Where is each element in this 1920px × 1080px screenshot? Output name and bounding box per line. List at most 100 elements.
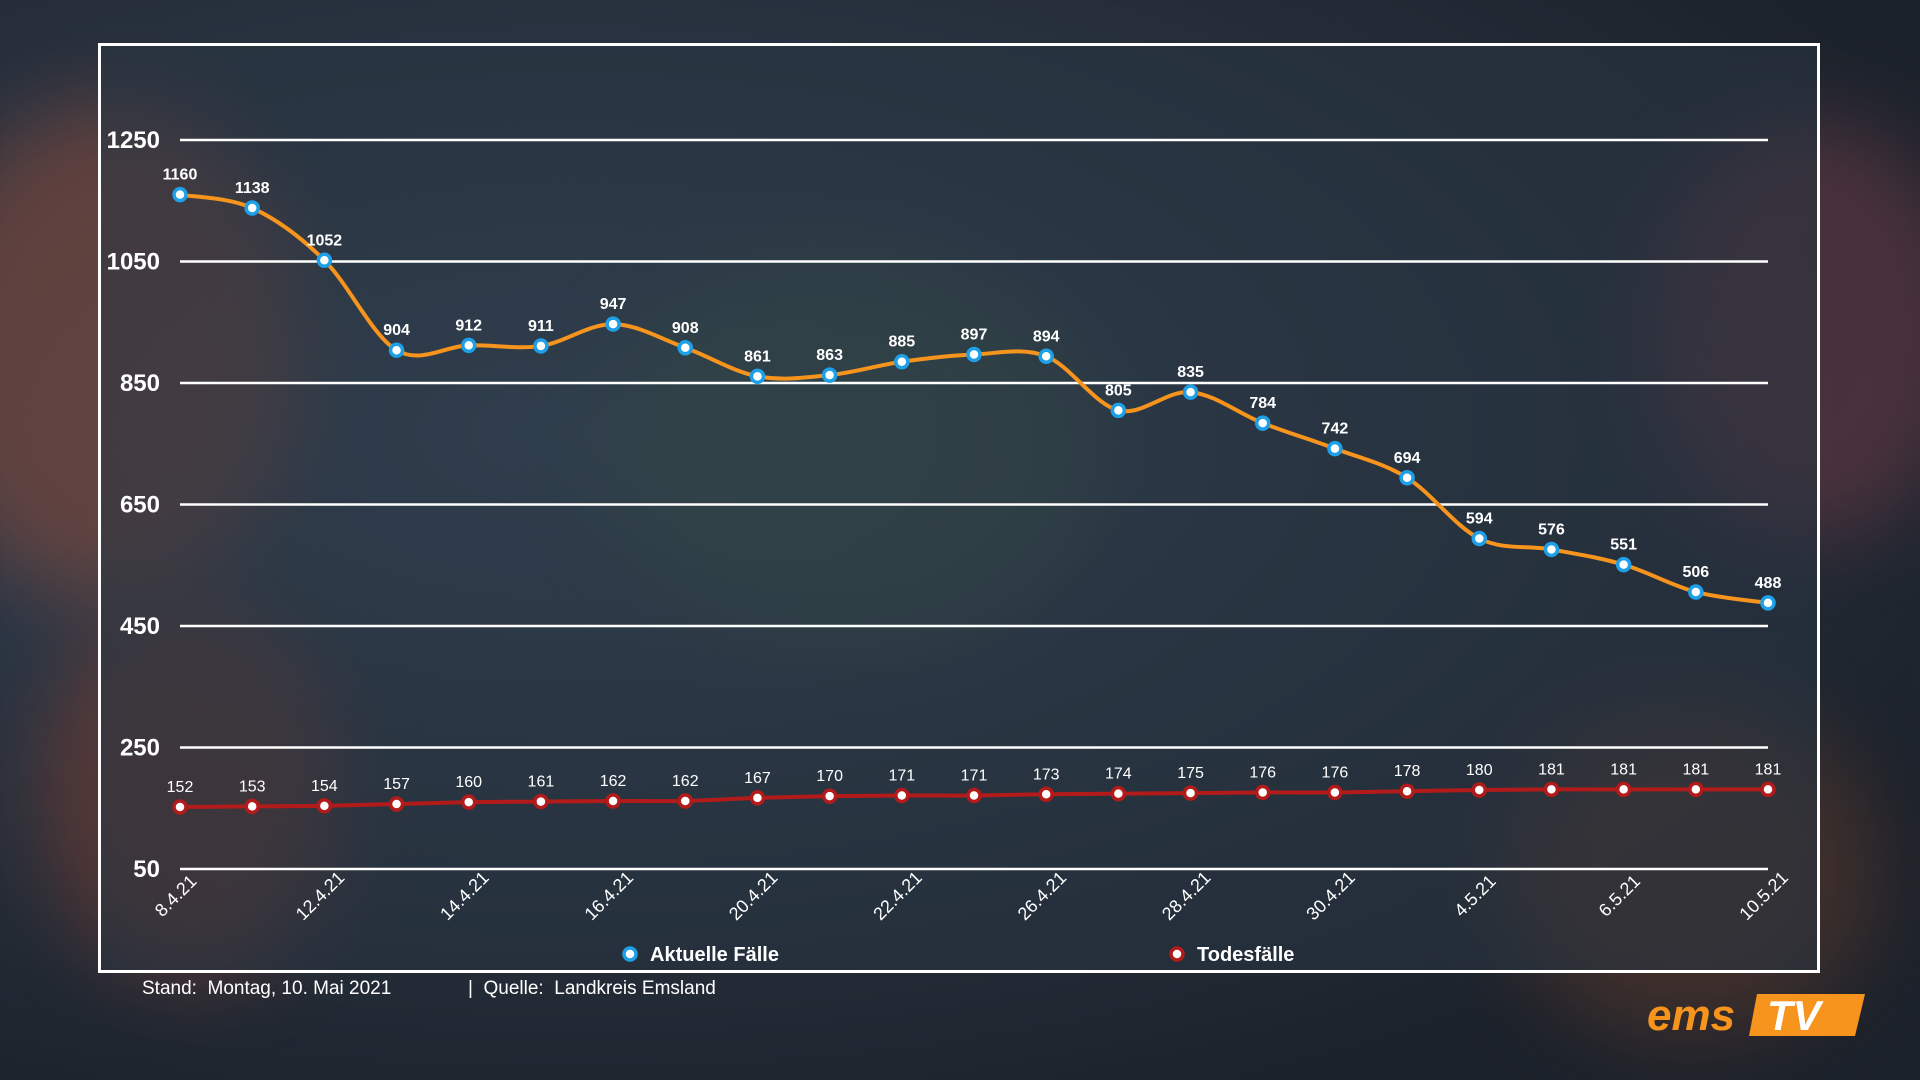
- y-tick-label: 850: [120, 370, 160, 397]
- cases-data-point: [460, 337, 477, 354]
- deaths-data-point: [1038, 786, 1054, 803]
- cases-data-label: 551: [1610, 537, 1637, 554]
- chart-frame: [98, 43, 1820, 973]
- deaths-data-label: 175: [1177, 765, 1204, 782]
- cases-data-label: 911: [528, 318, 554, 335]
- deaths-data-point: [1327, 784, 1343, 801]
- deaths-data-label: 181: [1755, 761, 1782, 778]
- cases-data-point: [1327, 440, 1343, 457]
- cases-data-label: 506: [1682, 564, 1709, 581]
- deaths-data-label: 162: [672, 773, 699, 790]
- cases-data-label: 908: [672, 320, 699, 337]
- ems-tv-logo: ems TV: [1647, 991, 1865, 1040]
- deaths-data-label: 181: [1610, 761, 1637, 778]
- cases-data-label: 1138: [235, 180, 270, 197]
- source-value: Landkreis Emsland: [554, 978, 716, 999]
- x-tick-label: 20.4.21: [725, 867, 782, 924]
- deaths-data-label: 171: [961, 767, 988, 784]
- cases-data-point: [749, 368, 766, 385]
- legend-marker-cases: [622, 946, 638, 962]
- legend-label-cases: Aktuelle Fälle: [650, 944, 779, 966]
- footer-stand: Stand: Montag, 10. Mai 2021: [142, 978, 391, 1000]
- cases-data-point: [1110, 402, 1127, 419]
- deaths-data-point: [244, 798, 260, 815]
- x-tick-label: 6.5.21: [1595, 871, 1645, 921]
- deaths-data-point: [460, 794, 477, 810]
- x-tick-label: 16.4.21: [581, 867, 638, 924]
- cases-data-point: [966, 346, 982, 363]
- deaths-data-label: 178: [1394, 763, 1421, 780]
- deaths-data-point: [172, 799, 188, 815]
- legend-label-deaths: Todesfälle: [1197, 944, 1294, 966]
- cases-data-label: 904: [383, 322, 410, 339]
- cases-data-point: [821, 367, 838, 383]
- deaths-data-label: 161: [528, 774, 555, 791]
- cases-data-label: 742: [1322, 421, 1349, 438]
- cases-data-point: [1038, 348, 1054, 365]
- y-tick-label: 50: [133, 856, 160, 883]
- cases-series-line: [179, 192, 1769, 605]
- x-tick-label: 22.4.21: [869, 867, 926, 924]
- source-label: Quelle:: [483, 978, 544, 999]
- deaths-data-point: [1399, 783, 1415, 799]
- logo-ems-text: ems: [1647, 991, 1735, 1040]
- cases-data-label: 784: [1249, 395, 1276, 412]
- deaths-data-point: [1471, 782, 1488, 798]
- cases-data-point: [1760, 595, 1776, 611]
- x-tick-label: 14.4.21: [436, 867, 493, 924]
- cases-data-point: [1399, 470, 1415, 486]
- cases-data-point: [1543, 541, 1560, 558]
- deaths-data-label: 170: [816, 768, 843, 785]
- deaths-data-point: [1543, 781, 1560, 798]
- y-tick-label: 450: [120, 613, 160, 640]
- deaths-data-point: [1110, 785, 1127, 802]
- cases-data-point: [1182, 384, 1199, 400]
- deaths-data-label: 176: [1249, 764, 1276, 781]
- deaths-data-point: [388, 796, 405, 812]
- deaths-data-label: 181: [1682, 761, 1709, 778]
- cases-data-point: [388, 342, 405, 358]
- cases-data-point: [244, 200, 260, 216]
- cases-data-label: 947: [600, 296, 627, 313]
- stand-date: Montag, 10. Mai 2021: [207, 978, 392, 999]
- deaths-data-label: 176: [1322, 764, 1349, 781]
- cases-data-label: 861: [744, 348, 771, 365]
- deaths-data-point: [966, 787, 982, 804]
- cases-data-point: [1688, 584, 1704, 600]
- deaths-data-point: [894, 787, 910, 804]
- cases-data-point: [605, 316, 621, 332]
- legend-marker-deaths: [1169, 946, 1185, 962]
- deaths-data-label: 160: [455, 774, 482, 791]
- x-tick-label: 28.4.21: [1158, 867, 1215, 924]
- deaths-data-label: 152: [167, 779, 194, 796]
- deaths-data-point: [533, 793, 549, 810]
- deaths-data-point: [677, 793, 694, 809]
- x-tick-label: 10.5.21: [1735, 867, 1792, 924]
- cases-data-label: 694: [1394, 450, 1421, 467]
- deaths-data-point: [1760, 781, 1776, 798]
- cases-data-point: [316, 252, 333, 269]
- separator: |: [468, 978, 473, 999]
- x-tick-label: 26.4.21: [1014, 867, 1071, 924]
- cases-data-point: [677, 340, 694, 356]
- footer-source: | Quelle: Landkreis Emsland: [468, 978, 716, 1000]
- cases-data-label: 897: [961, 326, 988, 343]
- deaths-data-label: 167: [744, 770, 771, 787]
- cases-data-point: [172, 186, 188, 203]
- cases-data-label: 594: [1466, 511, 1493, 528]
- deaths-data-point: [1688, 781, 1704, 798]
- deaths-data-label: 173: [1033, 766, 1060, 783]
- deaths-data-label: 171: [888, 767, 915, 784]
- cases-data-point: [533, 338, 549, 354]
- deaths-data-label: 180: [1466, 762, 1493, 779]
- y-tick-label: 650: [120, 492, 160, 519]
- stand-label: Stand:: [142, 978, 197, 999]
- deaths-data-point: [605, 793, 621, 809]
- cases-data-label: 576: [1538, 521, 1565, 538]
- deaths-data-label: 154: [311, 778, 338, 795]
- deaths-data-point: [749, 790, 766, 806]
- logo-tv-box: [1749, 994, 1865, 1036]
- y-tick-label: 1050: [107, 249, 160, 276]
- deaths-data-label: 181: [1538, 761, 1565, 778]
